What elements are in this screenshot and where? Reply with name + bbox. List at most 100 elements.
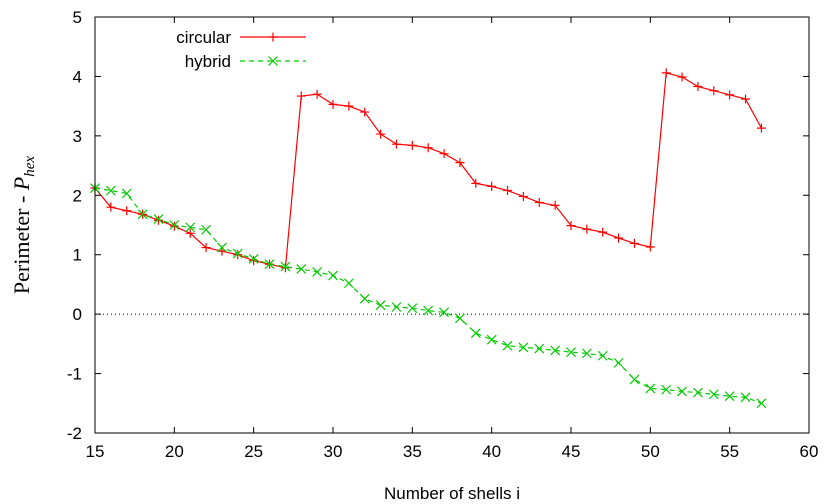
hybrid-point	[391, 302, 402, 312]
circular-point	[376, 129, 386, 139]
hybrid-point	[217, 242, 227, 253]
y-axis-label: Perimeter - Phex	[9, 156, 38, 294]
hybrid-point	[470, 328, 481, 339]
x-tick-label: 15	[86, 442, 105, 461]
hybrid-point	[486, 334, 497, 345]
x-tick-label: 20	[165, 442, 184, 461]
circular-point	[661, 68, 671, 78]
hybrid-point	[566, 347, 576, 358]
hybrid-point	[597, 350, 608, 361]
hybrid-point	[455, 313, 465, 324]
hybrid-point	[581, 348, 592, 359]
hybrid-point	[550, 345, 561, 356]
hybrid-line	[94, 187, 762, 404]
hybrid-point	[280, 261, 291, 272]
hybrid-point	[169, 220, 180, 230]
circular-point	[582, 224, 592, 234]
hybrid-point	[502, 340, 513, 351]
circular-point	[503, 186, 513, 196]
series-circular	[90, 68, 766, 273]
circular-point	[280, 263, 290, 273]
x-tick-label: 45	[562, 442, 581, 461]
hybrid-point	[328, 270, 338, 281]
hybrid-point	[153, 214, 164, 224]
circular-point	[677, 72, 687, 82]
circular-point	[391, 139, 401, 149]
hybrid-point	[724, 391, 735, 402]
hybrid-point	[105, 185, 116, 196]
circular-line	[94, 72, 762, 269]
x-tick-label: 50	[641, 442, 660, 461]
legend-marker-circular	[268, 32, 278, 42]
circular-point	[614, 233, 624, 243]
hybrid-point	[312, 267, 323, 277]
hybrid-point	[359, 293, 370, 304]
circular-point	[296, 91, 306, 101]
hybrid-point	[296, 264, 307, 274]
hybrid-point	[232, 248, 243, 259]
hybrid-point	[740, 392, 751, 403]
circular-point	[471, 178, 481, 188]
circular-point	[233, 250, 243, 260]
circular-point	[566, 221, 576, 231]
hybrid-point	[248, 253, 259, 264]
hybrid-point	[121, 188, 132, 199]
circular-point	[328, 99, 338, 109]
x-axis-label: Number of shells i	[384, 484, 520, 503]
hybrid-point	[629, 374, 640, 385]
hybrid-point	[137, 209, 148, 220]
circular-point	[629, 238, 639, 248]
y-tick-label: -2	[67, 424, 82, 443]
x-tick-label: 40	[482, 442, 501, 461]
hybrid-point	[423, 305, 434, 316]
x-tick-label: 55	[720, 442, 739, 461]
legend-label-hybrid: hybrid	[185, 52, 231, 71]
circular-point	[439, 149, 449, 159]
plot-frame	[94, 16, 810, 434]
hybrid-point	[264, 259, 275, 270]
hybrid-point	[439, 307, 449, 318]
circular-point	[407, 140, 417, 150]
y-tick-label: 0	[73, 305, 82, 324]
circular-point	[185, 228, 195, 238]
circular-point	[153, 215, 163, 225]
hybrid-point	[661, 384, 672, 395]
hybrid-point	[645, 383, 656, 394]
circular-point	[169, 221, 179, 231]
plot-marks	[90, 68, 809, 409]
y-tick-label: -1	[67, 365, 82, 384]
y-tick-label: 1	[73, 246, 82, 265]
legend-label-circular: circular	[176, 28, 231, 47]
circular-point	[487, 181, 497, 191]
circular-point	[741, 94, 751, 104]
y-axis-label-subscript: hex	[22, 156, 38, 177]
y-tick-label: 5	[73, 8, 82, 27]
circular-point	[201, 243, 211, 253]
y-axis-label-symbol: P	[9, 177, 34, 191]
circular-point	[693, 82, 703, 92]
hybrid-point	[201, 224, 211, 235]
hybrid-point	[518, 342, 529, 353]
y-tick-label: 4	[73, 67, 82, 86]
circular-point	[725, 90, 735, 100]
y-tick-label: 2	[73, 186, 82, 205]
hybrid-point	[677, 386, 687, 397]
y-tick-label: 3	[73, 127, 82, 146]
hybrid-point	[185, 222, 196, 233]
legend: circular hybrid	[176, 28, 306, 71]
hybrid-point	[407, 303, 418, 314]
legend-marker-hybrid	[268, 56, 278, 66]
circular-point	[645, 242, 655, 252]
hybrid-point	[343, 278, 354, 289]
hybrid-point	[375, 300, 386, 311]
hybrid-point	[613, 357, 624, 368]
circular-point	[312, 89, 322, 99]
hybrid-point	[708, 389, 719, 400]
circular-point	[106, 202, 116, 212]
circular-point	[360, 107, 370, 117]
circular-point	[534, 197, 544, 207]
circular-point	[756, 123, 766, 133]
circular-point	[518, 191, 528, 201]
